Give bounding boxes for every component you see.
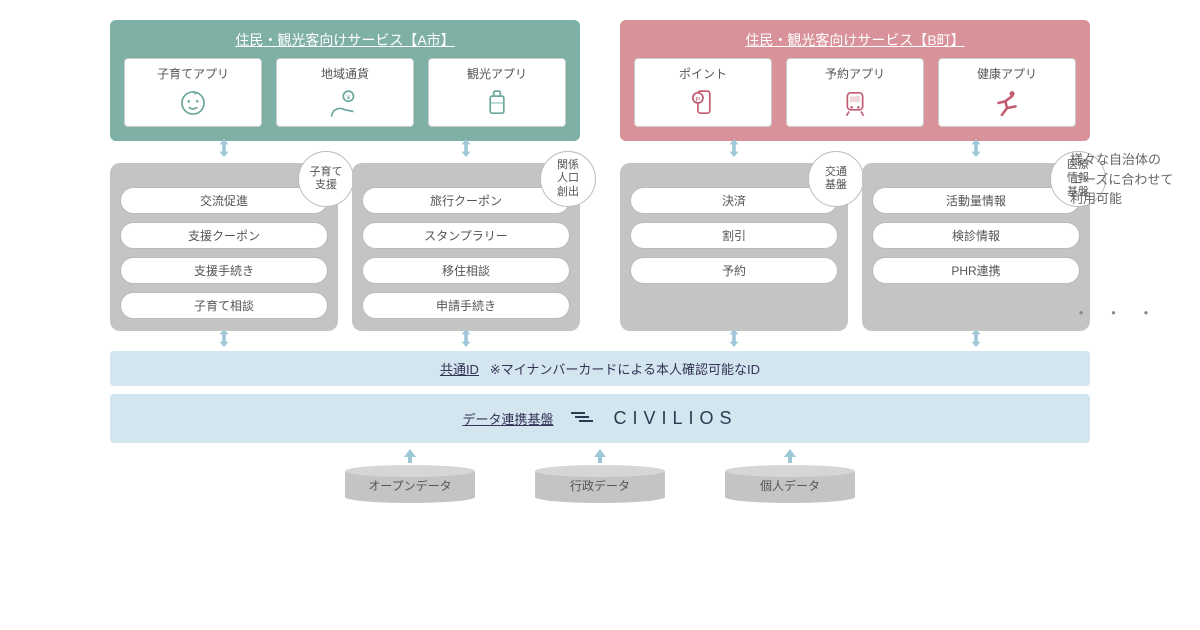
panel-b-apps: ポイント P 予約アプリ 健康アプリ — [634, 58, 1076, 127]
platform-bar: データ連携基盤 CIVILIOS — [110, 394, 1090, 443]
bidirectional-arrow-icon — [862, 139, 1090, 157]
bidirectional-arrow-icon — [110, 139, 338, 157]
panel-a-title: 住民・観光客向けサービス【A市】 — [235, 30, 454, 50]
civilios-logo-icon — [569, 409, 597, 428]
data-source: 個人データ — [725, 449, 855, 503]
feature-item: スタンプラリー — [362, 222, 570, 249]
app-label: 子育てアプリ — [157, 65, 229, 82]
bidirectional-arrow-icon — [352, 329, 580, 347]
feature-item: 申請手続き — [362, 292, 570, 319]
feature-row: 子育て支援交流促進支援クーポン支援手続き子育て相談関係人口創出旅行クーポンスタン… — [110, 163, 1090, 331]
platform-brand: CIVILIOS — [613, 408, 737, 429]
app-card: 子育てアプリ — [124, 58, 262, 127]
app-label: 健康アプリ — [977, 65, 1037, 82]
feature-item: 支援クーポン — [120, 222, 328, 249]
app-label: 地域通貨 — [321, 65, 369, 82]
coin-hand-icon: ¥ — [325, 86, 365, 120]
suitcase-icon — [477, 86, 517, 120]
feature-item: 支援手続き — [120, 257, 328, 284]
app-card: 健康アプリ — [938, 58, 1076, 127]
app-card: 観光アプリ — [428, 58, 566, 127]
feature-block: 関係人口創出旅行クーポンスタンプラリー移住相談申請手続き — [352, 163, 580, 331]
bidirectional-arrow-icon — [110, 329, 338, 347]
bidirectional-arrow-icon — [862, 329, 1090, 347]
point-phone-icon: P — [683, 86, 723, 120]
service-panel-b: 住民・観光客向けサービス【B町】 ポイント P 予約アプリ 健康アプリ — [620, 20, 1090, 141]
feature-badge: 関係人口創出 — [540, 151, 596, 207]
side-note: 様々な自治体のニーズに合わせて利用可能 — [1070, 150, 1190, 209]
app-card: 地域通貨 ¥ — [276, 58, 414, 127]
feature-item: 交流促進 — [120, 187, 328, 214]
feature-item: PHR連携 — [872, 257, 1080, 284]
app-card: ポイント P — [634, 58, 772, 127]
runner-icon — [987, 86, 1027, 120]
feature-item: 割引 — [630, 222, 838, 249]
feature-item: 予約 — [630, 257, 838, 284]
svg-text:P: P — [696, 96, 701, 103]
feature-badge: 子育て支援 — [298, 151, 354, 207]
bidirectional-arrow-icon — [352, 139, 580, 157]
feature-item: 決済 — [630, 187, 838, 214]
data-source: オープンデータ — [345, 449, 475, 503]
common-id-label: 共通ID — [440, 362, 479, 377]
common-id-bar: 共通ID ※マイナンバーカードによる本人確認可能なID — [110, 351, 1090, 386]
up-arrow-icon — [593, 449, 607, 463]
panel-a-apps: 子育てアプリ 地域通貨 ¥ 観光アプリ — [124, 58, 566, 127]
feature-block: 子育て支援交流促進支援クーポン支援手続き子育て相談 — [110, 163, 338, 331]
app-card: 予約アプリ — [786, 58, 924, 127]
feature-block: 交通基盤決済割引予約 — [620, 163, 848, 331]
panel-b-title: 住民・観光客向けサービス【B町】 — [745, 30, 964, 50]
feature-item: 移住相談 — [362, 257, 570, 284]
data-source-label: 個人データ — [725, 477, 855, 494]
train-icon — [835, 86, 875, 120]
feature-item: 検診情報 — [872, 222, 1080, 249]
svg-text:¥: ¥ — [347, 95, 351, 102]
bidirectional-arrow-icon — [620, 139, 848, 157]
feature-item: 子育て相談 — [120, 292, 328, 319]
data-sources-row: オープンデータ 行政データ 個人データ — [110, 449, 1090, 503]
app-label: ポイント — [679, 65, 727, 82]
bidirectional-arrow-icon — [620, 329, 848, 347]
app-label: 予約アプリ — [825, 65, 885, 82]
common-id-note: ※マイナンバーカードによる本人確認可能なID — [490, 362, 760, 377]
up-arrow-icon — [783, 449, 797, 463]
baby-icon — [173, 86, 213, 120]
ellipsis: ・ ・ ・ — [1073, 300, 1160, 324]
feature-badge: 交通基盤 — [808, 151, 864, 207]
data-source: 行政データ — [535, 449, 665, 503]
platform-label: データ連携基盤 — [462, 409, 553, 428]
data-source-label: オープンデータ — [345, 477, 475, 494]
data-source-label: 行政データ — [535, 477, 665, 494]
app-label: 観光アプリ — [467, 65, 527, 82]
up-arrow-icon — [403, 449, 417, 463]
feature-item: 旅行クーポン — [362, 187, 570, 214]
feature-item: 活動量情報 — [872, 187, 1080, 214]
feature-block: 医療情報基盤活動量情報検診情報PHR連携 — [862, 163, 1090, 331]
service-panel-a: 住民・観光客向けサービス【A市】 子育てアプリ 地域通貨 ¥ 観光アプリ — [110, 20, 580, 141]
